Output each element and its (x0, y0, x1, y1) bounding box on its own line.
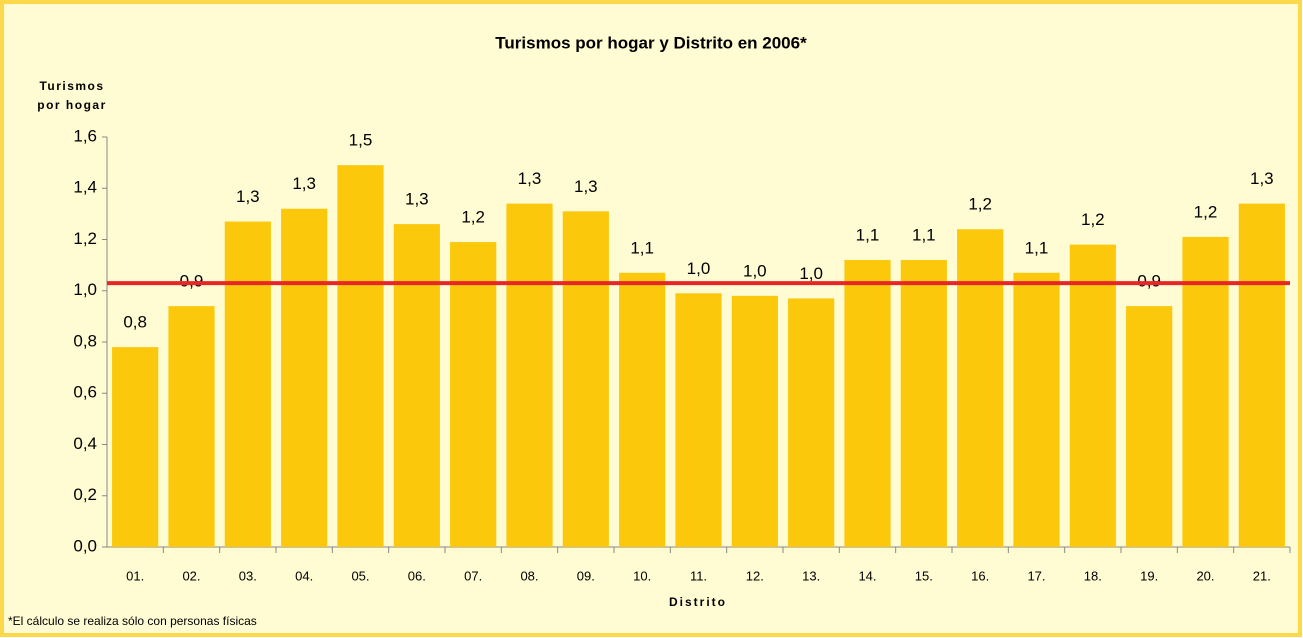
y-tick-label: 1,6 (73, 126, 97, 145)
x-tick-label: 18. (1084, 568, 1102, 583)
data-label: 1,2 (968, 195, 992, 214)
x-tick-label: 15. (915, 568, 933, 583)
bar (112, 347, 159, 547)
data-label: 1,3 (236, 187, 260, 206)
bar (619, 272, 666, 547)
x-axis-title: Distrito (669, 595, 727, 609)
data-label: 1,0 (799, 264, 823, 283)
bar (957, 229, 1004, 547)
data-label: 1,3 (1250, 169, 1274, 188)
x-tick-label: 14. (858, 568, 876, 583)
footnote: *El cálculo se realiza sólo con personas… (8, 614, 257, 628)
bar (1238, 203, 1285, 547)
bar (900, 260, 947, 547)
bar (788, 298, 835, 547)
bar (337, 165, 384, 547)
x-tick-label: 10. (633, 568, 651, 583)
bar (281, 208, 328, 547)
data-label: 1,0 (743, 261, 767, 280)
bar (675, 293, 722, 547)
y-tick-label: 0,8 (73, 331, 97, 350)
data-label: 1,5 (349, 131, 373, 150)
x-tick-label: 01. (126, 568, 144, 583)
x-tick-label: 02. (182, 568, 200, 583)
x-tick-label: 16. (971, 568, 989, 583)
bar (506, 203, 553, 547)
bar (1069, 244, 1116, 547)
data-label: 1,3 (518, 169, 542, 188)
x-tick-label: 11. (690, 568, 707, 583)
bar (1126, 306, 1173, 547)
x-tick-label: 03. (239, 568, 257, 583)
x-tick-label: 17. (1027, 568, 1045, 583)
y-tick-label: 1,2 (73, 229, 97, 248)
bar (224, 221, 271, 547)
x-tick-label: 05. (351, 568, 369, 583)
x-tick-label: 20. (1196, 568, 1214, 583)
data-label: 1,3 (574, 177, 598, 196)
bar (844, 260, 891, 547)
bar (393, 224, 440, 547)
bar (1182, 236, 1229, 547)
x-tick-label: 06. (408, 568, 426, 583)
chart-title: Turismos por hogar y Distrito en 2006* (495, 33, 807, 52)
y-tick-label: 1,0 (73, 280, 97, 299)
x-tick-label: 09. (577, 568, 595, 583)
y-tick-label: 0,4 (73, 434, 97, 453)
x-tick-label: 21. (1253, 568, 1271, 583)
bar (168, 306, 215, 547)
data-label: 1,1 (856, 225, 880, 244)
y-tick-label: 0,0 (73, 536, 97, 555)
data-label: 1,2 (1194, 202, 1218, 221)
data-label: 1,2 (1081, 210, 1105, 229)
data-label: 1,2 (461, 208, 485, 227)
y-tick-label: 1,4 (73, 178, 97, 197)
data-label: 1,3 (292, 174, 316, 193)
data-label: 1,1 (1025, 238, 1049, 257)
y-axis-title: Turismos (39, 79, 104, 93)
x-tick-label: 13. (802, 568, 820, 583)
x-tick-label: 04. (295, 568, 313, 583)
data-label: 1,0 (687, 259, 711, 278)
bar (450, 242, 497, 547)
data-label: 1,1 (630, 238, 654, 257)
data-label: 0,8 (123, 313, 147, 332)
x-tick-label: 19. (1140, 568, 1158, 583)
y-tick-label: 0,2 (73, 485, 97, 504)
bar (731, 295, 778, 547)
bar (562, 211, 609, 547)
data-label: 1,1 (912, 225, 936, 244)
y-tick-label: 0,6 (73, 383, 97, 402)
data-label: 1,3 (405, 190, 429, 209)
x-tick-label: 07. (464, 568, 482, 583)
x-tick-label: 12. (746, 568, 764, 583)
y-axis-title: por hogar (37, 98, 107, 112)
bar (1013, 272, 1060, 547)
x-tick-label: 08. (520, 568, 538, 583)
